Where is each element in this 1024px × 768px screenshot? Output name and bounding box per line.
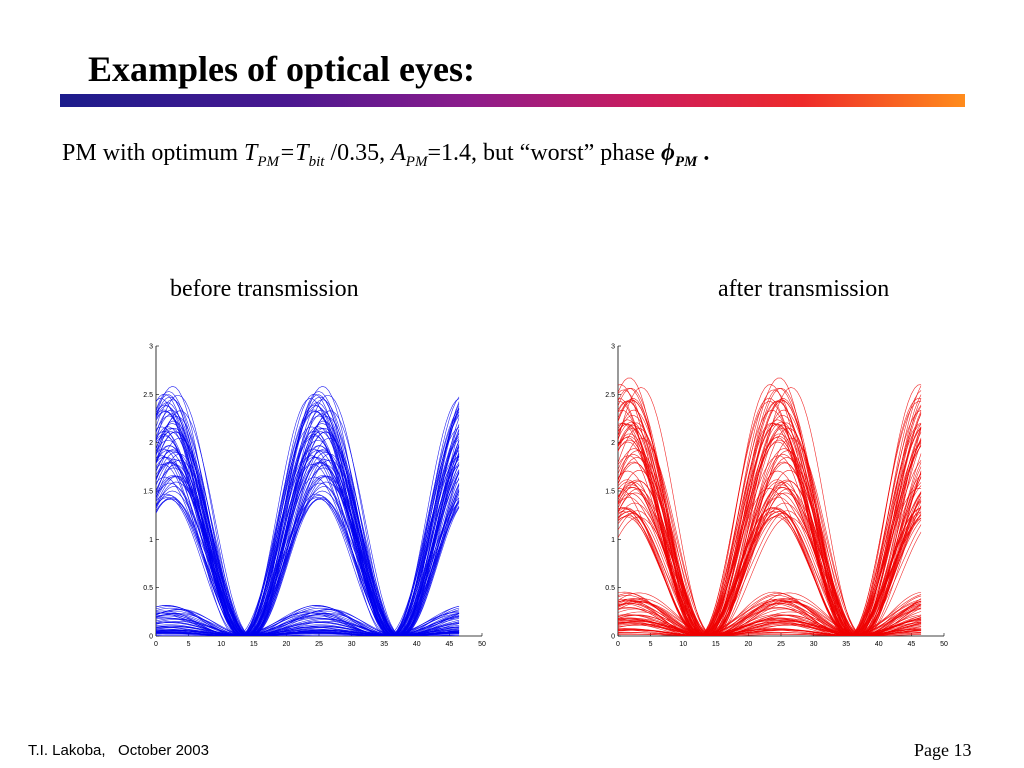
x-tick-label: 45 — [446, 641, 454, 648]
eye-trace — [156, 474, 460, 636]
eye-trace — [618, 621, 922, 636]
chart-title-after: after transmission — [718, 276, 890, 302]
y-tick-label: 0.5 — [605, 585, 615, 592]
chart-title-before: before transmission — [170, 276, 359, 302]
eye-trace — [156, 490, 460, 636]
x-tick-label: 45 — [908, 641, 916, 648]
y-tick-label: 0 — [149, 634, 153, 641]
y-tick-label: 1 — [149, 537, 153, 544]
y-tick-label: 2 — [149, 440, 153, 447]
subtitle-t-symbol: T — [244, 140, 258, 166]
subtitle-phi-subscript: PM — [674, 153, 698, 170]
x-tick-label: 15 — [250, 641, 258, 648]
eye-trace — [156, 394, 460, 636]
subtitle-phi-symbol: ϕ — [660, 140, 675, 166]
eye-trace — [618, 481, 922, 636]
eye-trace — [618, 502, 922, 636]
y-tick-label: 2.5 — [605, 392, 615, 399]
eye-trace — [156, 393, 460, 636]
y-tick-label: 1 — [611, 537, 615, 544]
x-tick-label: 5 — [187, 641, 191, 648]
eye-trace — [156, 410, 460, 636]
slide-title: Examples of optical eyes: — [88, 49, 475, 89]
subtitle-pm-subscript-2: PM — [405, 153, 428, 170]
eye-trace — [156, 428, 460, 636]
eye-trace — [618, 600, 922, 636]
x-tick-label: 40 — [413, 641, 421, 648]
y-tick-label: 1.5 — [143, 489, 153, 496]
footer-page-number: Page 13 — [914, 740, 972, 760]
eye-trace — [156, 448, 460, 636]
eye-trace — [618, 591, 922, 636]
slide-subtitle: PM with optimum TPM=Tbit /0.35, APM=1.4,… — [62, 140, 709, 171]
y-tick-label: 0.5 — [143, 585, 153, 592]
eye-trace — [618, 423, 922, 636]
eye-trace — [618, 470, 922, 636]
eye-trace — [618, 618, 922, 636]
eye-trace — [618, 480, 922, 636]
eye-trace — [618, 511, 922, 636]
y-tick-label: 2.5 — [143, 392, 153, 399]
eye-trace — [156, 445, 460, 636]
subtitle-t-bit: =T — [279, 140, 309, 166]
subtitle-pm-prefix: PM with optimum — [62, 140, 245, 166]
eye-trace — [156, 426, 460, 636]
x-tick-label: 0 — [154, 641, 158, 648]
eye-trace — [618, 512, 922, 636]
eye-trace — [618, 516, 922, 636]
title-gradient-rule — [60, 94, 965, 107]
y-tick-label: 2 — [611, 440, 615, 447]
eye-trace — [618, 422, 922, 636]
eye-traces — [618, 377, 922, 636]
x-tick-label: 35 — [842, 641, 850, 648]
y-tick-label: 0 — [611, 634, 615, 641]
eye-trace — [156, 626, 460, 636]
subtitle-bit-subscript: bit — [308, 153, 325, 170]
eye-diagram-before: 0 5 10 15 20 25 30 35 40 45 50 0 0.5 1 1.5 2 2.5 3 — [143, 344, 486, 649]
eye-traces — [156, 386, 460, 636]
eye-trace — [618, 515, 922, 636]
subtitle-a-symbol: A — [391, 140, 406, 166]
eye-trace — [618, 400, 922, 636]
eye-trace — [156, 450, 460, 636]
x-tick-label: 30 — [348, 641, 356, 648]
eye-trace — [618, 479, 922, 636]
x-tick-label: 30 — [810, 641, 818, 648]
x-tick-label: 50 — [478, 641, 486, 648]
y-tick-label: 1.5 — [605, 489, 615, 496]
eye-trace — [156, 435, 460, 636]
eye-trace — [156, 463, 460, 636]
y-tick-label: 3 — [149, 344, 153, 351]
subtitle-ratio: /0.35, — [324, 140, 392, 166]
x-tick-label: 10 — [679, 641, 687, 648]
eye-trace — [618, 436, 922, 636]
x-tick-label: 20 — [283, 641, 291, 648]
x-tick-label: 50 — [940, 641, 948, 648]
footer-author-date: T.I. Lakoba, October 2003 — [28, 742, 209, 759]
eye-diagram-after: 0 5 10 15 20 25 30 35 40 45 50 0 0.5 1 1.5 2 2.5 3 — [605, 344, 948, 649]
subtitle-amplitude: =1.4, but “worst” phase — [427, 140, 661, 166]
x-tick-label: 25 — [777, 641, 785, 648]
x-tick-label: 10 — [217, 641, 225, 648]
eye-trace — [156, 627, 460, 636]
x-tick-label: 25 — [315, 641, 323, 648]
eye-trace — [618, 629, 922, 636]
x-tick-label: 15 — [712, 641, 720, 648]
eye-trace — [618, 377, 922, 636]
eye-trace — [156, 497, 460, 636]
x-tick-label: 40 — [875, 641, 883, 648]
x-tick-label: 0 — [616, 641, 620, 648]
subtitle-pm-subscript: PM — [257, 153, 280, 170]
subtitle-end: . — [697, 140, 710, 166]
eye-trace — [156, 405, 460, 636]
eye-trace — [618, 439, 922, 636]
x-tick-label: 20 — [745, 641, 753, 648]
y-tick-label: 3 — [611, 344, 615, 351]
eye-trace — [618, 507, 922, 636]
eye-trace — [618, 608, 922, 636]
x-tick-label: 35 — [380, 641, 388, 648]
eye-trace — [156, 626, 460, 636]
x-tick-label: 5 — [649, 641, 653, 648]
